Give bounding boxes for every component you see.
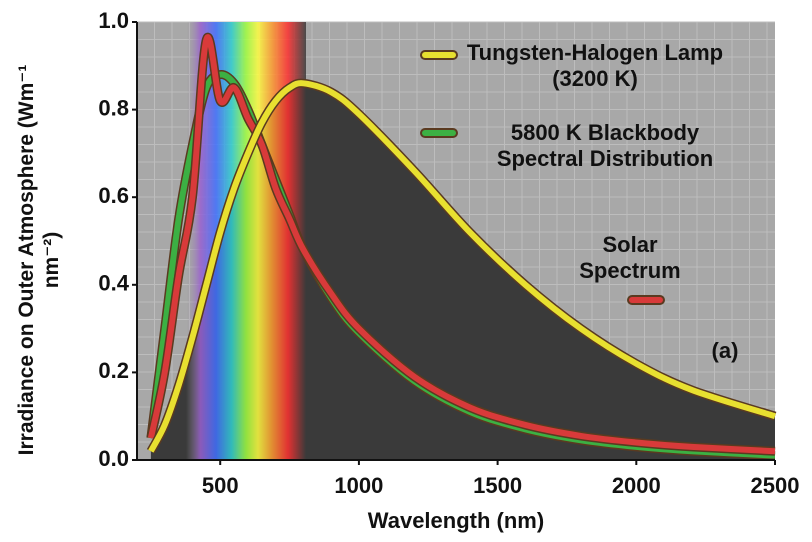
- y-tick-label: 0.4: [98, 271, 129, 296]
- annotation: (a): [712, 338, 739, 363]
- x-tick-label: 2000: [612, 473, 661, 498]
- y-tick-label: 0.0: [98, 446, 129, 471]
- line: [148, 80, 776, 453]
- legend-label: 5800 K Blackbody Spectral Distribution: [496, 120, 714, 171]
- y-tick-label: 0.8: [98, 95, 129, 120]
- x-tick-label: 1500: [473, 473, 522, 498]
- x-tick-label: 2500: [751, 473, 800, 498]
- y-tick-label: 0.2: [98, 358, 129, 383]
- x-tick-label: 1000: [334, 473, 383, 498]
- x-tick-label: 500: [202, 473, 239, 498]
- y-axis-label: Irradiance on Outer Atmosphere (Wm⁻¹ nm⁻…: [15, 64, 63, 456]
- line: [147, 34, 776, 455]
- y-tick-label: 1.0: [98, 8, 129, 33]
- x-axis-label: Wavelength (nm): [368, 508, 544, 533]
- lamp-area: [150, 83, 775, 460]
- legend-label: Solar Spectrum: [579, 232, 681, 283]
- y-tick-label: 0.6: [98, 183, 129, 208]
- legend-label: Tungsten-Halogen Lamp (3200 K): [466, 40, 724, 91]
